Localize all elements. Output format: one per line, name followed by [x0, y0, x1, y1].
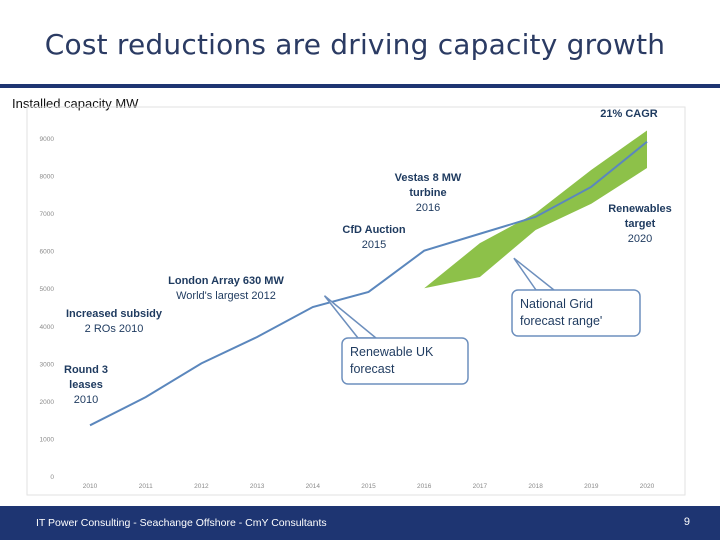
annotation-text: 2 ROs 2010: [85, 323, 144, 335]
y-tick-label: 0: [50, 474, 54, 481]
x-tick-label: 2012: [194, 483, 209, 490]
annotation-text: Renewables: [608, 203, 672, 215]
x-tick-label: 2014: [306, 483, 321, 490]
annotation-text: CfD Auction: [342, 224, 405, 236]
x-tick-label: 2017: [473, 483, 488, 490]
x-tick-label: 2015: [361, 483, 376, 490]
x-tick-label: 2013: [250, 483, 265, 490]
capacity-chart: 0 1000 2000 3000 4000 5000 6000 7000 8000 9000 201…: [26, 106, 686, 496]
forecast-band: [368, 130, 647, 289]
callout-box: [511, 289, 641, 337]
y-tick-label: 7000: [40, 211, 55, 218]
callout-text: forecast: [350, 362, 395, 376]
x-tick-label: 2018: [528, 483, 543, 490]
x-tick-label: 2010: [83, 483, 98, 490]
callout-pointer: [323, 295, 379, 339]
plot-frame: [26, 106, 686, 496]
y-tick-label: 2000: [40, 399, 55, 406]
footer-bar: IT Power Consulting - Seachange Offshore…: [0, 506, 720, 540]
callout-text: National Grid: [520, 297, 593, 311]
annotation-text: 2010: [74, 394, 98, 406]
chart-svg: 0 1000 2000 3000 4000 5000 6000 7000 8000 9000 201…: [26, 106, 686, 496]
x-tick-label: 2019: [584, 483, 599, 490]
capacity-line: [89, 140, 648, 427]
x-tick-label: 2020: [640, 483, 655, 490]
annotation-text: turbine: [409, 187, 446, 199]
annotation-text: Increased subsidy: [66, 308, 163, 320]
annotation-text: London Array 630 MW: [168, 275, 284, 287]
title-divider: [0, 84, 720, 88]
annotation-text: 2020: [628, 233, 652, 245]
x-tick-label: 2011: [139, 483, 153, 490]
annotation-text: Vestas 8 MW: [395, 172, 462, 184]
page-number: 9: [683, 516, 690, 528]
y-tick-label: 1000: [40, 436, 55, 443]
annotation-text: World's largest 2012: [176, 290, 276, 302]
callout-text: Renewable UK: [350, 345, 434, 359]
y-tick-label: 4000: [40, 324, 55, 331]
callout-pointer: [513, 257, 557, 291]
annotation-text: 21% CAGR: [600, 108, 658, 120]
y-tick-label: 6000: [40, 249, 55, 256]
callout-text: forecast range': [520, 314, 602, 328]
annotation-text: 2015: [362, 239, 386, 251]
y-tick-label: 9000: [40, 136, 55, 143]
y-tick-label: 3000: [40, 361, 55, 368]
x-tick-label: 2016: [417, 483, 432, 490]
callout-box: [341, 337, 469, 385]
slide-title: Cost reductions are driving capacity gro…: [44, 28, 666, 61]
footer-text: IT Power Consulting - Seachange Offshore…: [36, 517, 327, 529]
annotation-text: target: [625, 218, 656, 230]
annotation-text: 2016: [416, 202, 440, 214]
y-tick-label: 8000: [40, 174, 55, 181]
annotation-text: Round 3: [64, 364, 108, 376]
annotation-text: leases: [69, 379, 103, 391]
y-tick-label: 5000: [40, 286, 55, 293]
